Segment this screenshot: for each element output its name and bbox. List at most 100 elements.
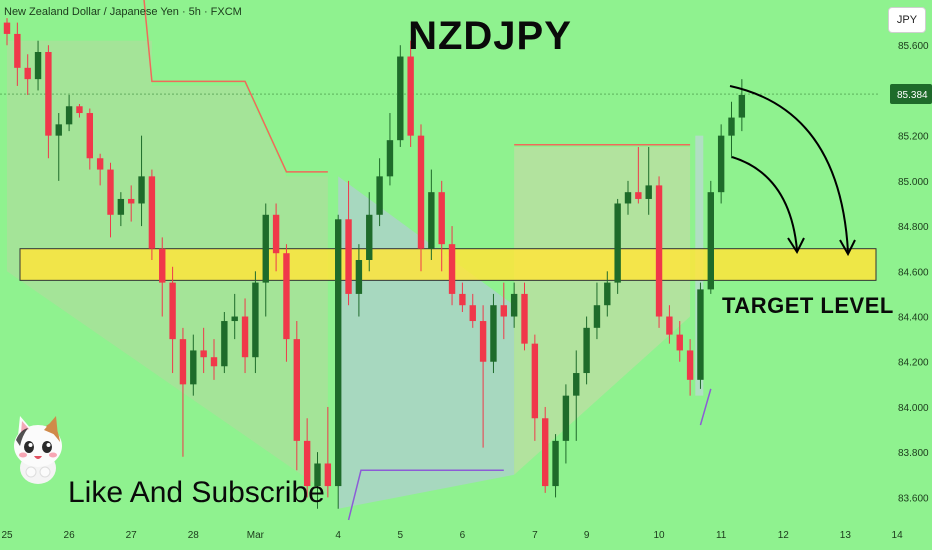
price-tick-label: 85.200: [898, 132, 929, 143]
candle: [335, 214, 342, 509]
target-zone: [19, 248, 877, 281]
time-tick-label: 13: [840, 530, 852, 541]
candle: [55, 113, 62, 181]
candle: [510, 282, 518, 328]
time-axis[interactable]: 25262728Mar456791011121314161819: [1, 530, 932, 541]
candle: [428, 169, 435, 260]
time-tick-label: 14: [892, 530, 904, 541]
candle: [707, 180, 714, 294]
candle: [14, 22, 21, 86]
time-tick-label: 26: [64, 530, 76, 541]
symbol-description: New Zealand Dollar / Japanese Yen · 5h ·…: [4, 6, 242, 18]
candle: [459, 282, 466, 312]
candle: [345, 180, 352, 306]
candle: [521, 282, 528, 351]
target-level-label: TARGET LEVEL: [722, 293, 894, 318]
price-tick-label: 84.600: [898, 267, 929, 278]
candle: [76, 104, 83, 118]
candle: [593, 282, 601, 340]
candle: [148, 169, 156, 260]
stop-shade-mid: [338, 176, 515, 509]
candle: [159, 237, 166, 317]
time-tick-label: 28: [188, 530, 200, 541]
candle: [96, 153, 104, 186]
time-tick-label: Mar: [247, 530, 265, 541]
candle: [200, 327, 207, 374]
time-tick-label: 27: [126, 530, 138, 541]
cat-mascot-icon: [14, 416, 62, 484]
candle: [686, 339, 694, 396]
candle: [500, 282, 507, 340]
candle: [210, 339, 218, 380]
price-tick-label: 84.200: [898, 358, 929, 369]
time-tick-label: 7: [532, 530, 538, 541]
lower-band-line: [347, 469, 504, 521]
candle: [386, 113, 394, 186]
candle: [666, 305, 673, 344]
candle: [676, 321, 683, 362]
projection-arrow-short: [731, 156, 805, 255]
candle: [45, 45, 52, 159]
candle: [179, 327, 187, 457]
time-tick-label: 10: [653, 530, 665, 541]
candle: [24, 54, 31, 95]
current-price-badge: [890, 84, 932, 105]
indicator-lines: [0, 0, 880, 521]
candle: [407, 40, 414, 147]
candle: [86, 108, 93, 170]
candle: [717, 124, 725, 204]
candle: [138, 135, 145, 227]
candle: [469, 293, 476, 328]
candle: [169, 266, 176, 374]
time-tick-label: 25: [1, 530, 13, 541]
projection-arrows: [729, 85, 856, 257]
candle: [490, 293, 497, 374]
candle: [655, 176, 663, 328]
candle: [117, 192, 125, 227]
candle: [376, 158, 383, 227]
current-price-label: 85.384: [897, 90, 928, 101]
candle: [728, 101, 735, 159]
candle: [573, 350, 580, 441]
time-tick-label: 5: [398, 530, 404, 541]
price-tick-label: 83.600: [898, 493, 929, 504]
candle: [65, 94, 73, 132]
candle: [221, 312, 228, 374]
candle: [314, 452, 321, 509]
candle: [107, 162, 114, 238]
candle: [128, 185, 135, 222]
candles: [3, 18, 746, 509]
candle: [542, 406, 549, 493]
time-tick-label: 6: [460, 530, 466, 541]
projection-arrow-long: [729, 85, 856, 257]
candle: [614, 198, 621, 294]
price-axis[interactable]: 83.600 83.800 84.000 84.200 84.400 84.600 84.8…: [890, 41, 932, 504]
candle: [3, 18, 11, 46]
price-tick-label: 85.000: [898, 177, 929, 188]
price-tick-label: 84.400: [898, 313, 929, 324]
candle: [448, 226, 456, 306]
like-and-subscribe-text: Like And Subscribe: [68, 476, 325, 509]
currency-badge[interactable]: JPY: [888, 7, 926, 33]
candle: [262, 203, 269, 317]
candle: [738, 79, 746, 132]
candle: [531, 334, 539, 441]
candle: [624, 180, 632, 215]
candle: [635, 146, 642, 204]
candle: [283, 244, 290, 362]
candle: [552, 434, 559, 498]
candle: [438, 180, 445, 272]
time-tick-label: 4: [335, 530, 341, 541]
chart-title: NZDJPY: [408, 14, 572, 58]
candle: [697, 282, 704, 389]
time-tick-label: 11: [716, 530, 727, 541]
candle: [604, 271, 611, 317]
candle: [397, 45, 404, 147]
candle: [355, 244, 363, 317]
stop-shade-right: [514, 146, 691, 475]
candle: [34, 40, 42, 91]
time-tick-label: 9: [584, 530, 590, 541]
candle: [252, 271, 259, 374]
candle: [583, 316, 590, 385]
